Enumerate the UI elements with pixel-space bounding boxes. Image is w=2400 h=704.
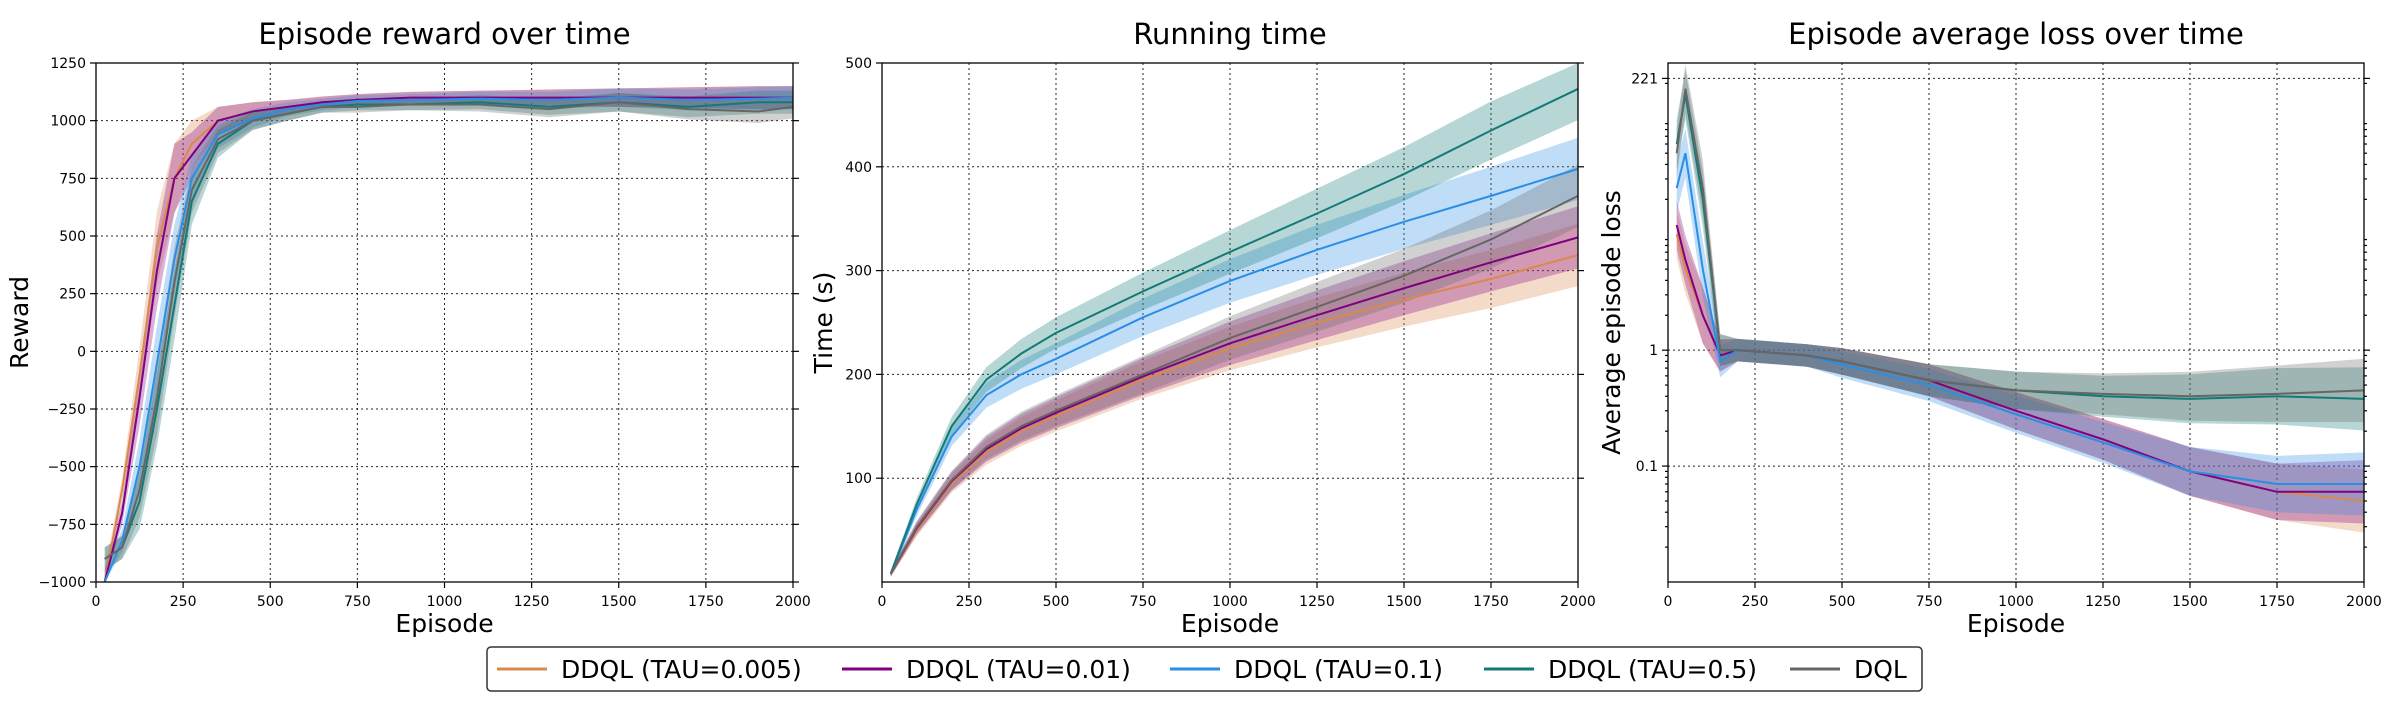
legend: DDQL (TAU=0.005) DDQL (TAU=0.01) DDQL (TAU… — [486, 646, 1923, 692]
x-axis-label: Episode — [1181, 609, 1279, 638]
y-tick-label: 200 — [845, 367, 872, 383]
y-axis-label: Reward — [5, 276, 34, 369]
x-tick-label: 750 — [1130, 594, 1157, 610]
x-tick-label: 500 — [1043, 594, 1070, 610]
x-tick-label: 1500 — [601, 594, 637, 610]
series-line — [1675, 88, 2365, 398]
y-tick-label: −1000 — [39, 575, 86, 591]
series-line — [889, 194, 1579, 575]
y-tick-label: −500 — [48, 460, 86, 476]
x-tick-label: 500 — [257, 594, 284, 610]
grid — [1668, 63, 2364, 582]
series-band — [890, 223, 1578, 577]
chart-title: Running time — [1133, 17, 1327, 51]
tick-labels: 0 250 500 750 1000 1250 1500 1750 2000 100 200 300 4… — [845, 56, 1596, 610]
y-axis-label: Time (s) — [809, 272, 838, 375]
y-tick-label: 400 — [845, 160, 872, 176]
legend-item: DDQL (TAU=0.5) — [1484, 655, 1757, 684]
x-tick-label: 250 — [1742, 594, 1769, 610]
x-tick-label: 500 — [1829, 594, 1856, 610]
series-group — [1675, 64, 2365, 533]
loss-chart: 0 250 500 750 1000 1250 1500 1750 2000 0.1 1 221 Epi… — [1597, 17, 2382, 638]
x-tick-label: 750 — [1916, 594, 1943, 610]
series-line — [889, 88, 1579, 575]
series-line — [1675, 152, 2364, 486]
legend-item: DDQL (TAU=0.01) — [842, 655, 1131, 684]
x-tick-label: 1500 — [1386, 594, 1422, 610]
x-tick-label: 1250 — [2085, 594, 2121, 610]
y-tick-label: 250 — [59, 287, 86, 303]
legend-item: DQL — [1790, 655, 1907, 684]
legend-item: DDQL (TAU=0.005) — [497, 655, 802, 684]
legend-item: DDQL (TAU=0.1) — [1170, 655, 1443, 684]
series-band — [890, 164, 1578, 577]
y-tick-label: 0.1 — [1636, 459, 1658, 475]
legend-label: DDQL (TAU=0.5) — [1548, 655, 1757, 684]
series-band — [1676, 209, 2364, 533]
y-tick-label: 750 — [59, 171, 86, 187]
series-group — [103, 86, 794, 583]
x-tick-label: 0 — [878, 594, 887, 610]
tick-labels: 0 250 500 750 1000 1250 1500 1750 2000 −1000 −750 −… — [39, 56, 811, 610]
y-tick-label: 221 — [1631, 71, 1658, 87]
x-tick-label: 0 — [1664, 594, 1673, 610]
series-band — [1676, 128, 2364, 516]
x-tick-label: 2000 — [1560, 594, 1596, 610]
x-tick-label: 1250 — [1299, 594, 1335, 610]
x-axis-label: Episode — [395, 609, 493, 638]
x-tick-label: 0 — [92, 594, 101, 610]
x-tick-label: 1000 — [1998, 594, 2034, 610]
chart-title: Episode average loss over time — [1788, 17, 2244, 51]
grid — [96, 62, 793, 582]
y-tick-label: 1000 — [50, 114, 86, 130]
chart-title: Episode reward over time — [258, 17, 630, 51]
x-tick-label: 2000 — [775, 594, 811, 610]
series-band — [1676, 70, 2364, 431]
y-tick-label: 500 — [59, 229, 86, 245]
running-time-chart: 0 250 500 750 1000 1250 1500 1750 2000 100 200 300 4… — [809, 17, 1596, 638]
series-group — [889, 63, 1579, 577]
reward-chart: 0 250 500 750 1000 1250 1500 1750 2000 −1000 −750 −… — [5, 17, 811, 638]
legend-label: DDQL (TAU=0.1) — [1234, 655, 1443, 684]
series-line — [103, 96, 794, 583]
series-line — [889, 167, 1579, 575]
x-tick-label: 1750 — [2259, 594, 2295, 610]
x-tick-label: 250 — [956, 594, 983, 610]
y-tick-label: 0 — [77, 344, 86, 360]
y-tick-label: 100 — [845, 471, 872, 487]
legend-label: DQL — [1854, 655, 1907, 684]
x-tick-label: 1000 — [427, 594, 463, 610]
x-tick-label: 1750 — [688, 594, 724, 610]
y-tick-label: 300 — [845, 264, 872, 280]
y-tick-label: 1250 — [50, 56, 86, 72]
x-tick-label: 1000 — [1212, 594, 1248, 610]
legend-label: DDQL (TAU=0.01) — [906, 655, 1131, 684]
x-tick-label: 2000 — [2346, 594, 2382, 610]
legend-label: DDQL (TAU=0.005) — [561, 655, 802, 684]
series-line — [889, 254, 1579, 575]
series-band — [1676, 64, 2364, 423]
y-tick-label: −750 — [48, 517, 86, 533]
y-tick-label: 500 — [845, 56, 872, 72]
x-tick-label: 1750 — [1473, 594, 1509, 610]
series-band — [890, 63, 1578, 577]
series-band — [890, 137, 1578, 577]
series-line — [104, 101, 794, 560]
x-tick-label: 1500 — [2172, 594, 2208, 610]
x-tick-label: 750 — [344, 594, 371, 610]
tick-labels: 0 250 500 750 1000 1250 1500 1750 2000 0.1 1 221 — [1631, 71, 2382, 610]
x-tick-label: 250 — [170, 594, 197, 610]
x-axis-label: Episode — [1967, 609, 2065, 638]
x-tick-label: 1250 — [514, 594, 550, 610]
y-axis-label: Average episode loss — [1597, 190, 1626, 455]
y-tick-label: 1 — [1649, 343, 1658, 359]
y-tick-label: −250 — [48, 402, 86, 418]
